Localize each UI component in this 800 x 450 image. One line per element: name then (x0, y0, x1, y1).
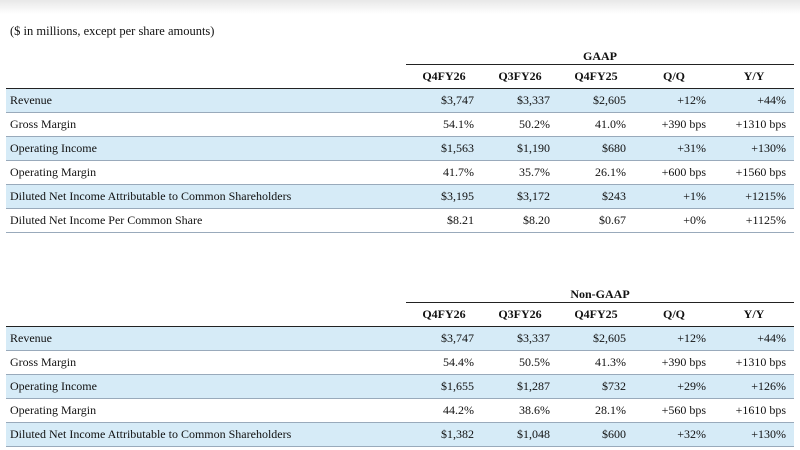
table-cell: $8.20 (482, 208, 558, 233)
table-cell: 38.6% (482, 398, 558, 423)
column-header: Y/Y (714, 64, 795, 89)
gaap-table: GAAP Q4FY26 Q3FY26 Q4FY25 Q/Q Y/Y Revenu… (6, 44, 795, 233)
table-cell: 50.5% (482, 350, 558, 375)
row-label: Gross Margin (6, 112, 406, 137)
table-cell: $8.21 (406, 208, 482, 233)
table-cell: +600 bps (634, 160, 714, 185)
column-header: Q3FY26 (482, 64, 558, 89)
table-cell: $2,605 (558, 88, 634, 113)
table-row: Diluted Net Income Attributable to Commo… (6, 422, 794, 447)
table-cell: $2,605 (558, 326, 634, 351)
table-row: Operating Margin 41.7% 35.7% 26.1% +600 bps +… (6, 160, 795, 185)
table-cell: $0.67 (558, 208, 634, 233)
table-row: Gross Margin 54.1% 50.2% 41.0% +390 bps +1310… (6, 112, 795, 137)
table-cell: +126% (714, 374, 794, 399)
table-cell: +44% (714, 88, 795, 113)
table-cell: +12% (634, 326, 714, 351)
units-note: ($ in millions, except per share amounts… (10, 24, 215, 38)
table-cell: +1215% (714, 184, 795, 209)
row-label: Diluted Net Income Per Common Share (6, 208, 406, 233)
table-cell: $3,195 (406, 184, 482, 209)
table-cell: +390 bps (634, 350, 714, 375)
column-header: Q3FY26 (482, 302, 558, 327)
table-cell: $600 (558, 422, 634, 447)
column-header: Q/Q (634, 302, 714, 327)
table-row: Diluted Net Income Attributable to Commo… (6, 184, 795, 209)
row-label: Revenue (6, 326, 406, 351)
table-row: Diluted Net Income Per Common Share $8.21… (6, 208, 795, 233)
table-cell: +12% (634, 88, 714, 113)
gaap-column-headers: Q4FY26 Q3FY26 Q4FY25 Q/Q Y/Y (6, 64, 795, 89)
table-cell: 35.7% (482, 160, 558, 185)
table-cell: $1,655 (406, 374, 482, 399)
table-cell: +0% (634, 208, 714, 233)
column-header: Q4FY26 (406, 302, 482, 327)
gaap-group-header: GAAP (6, 44, 795, 65)
table-cell: +32% (634, 422, 714, 447)
table-cell: +130% (714, 422, 794, 447)
row-label: Gross Margin (6, 350, 406, 375)
table-cell: +1125% (714, 208, 795, 233)
table-cell: 41.7% (406, 160, 482, 185)
table-cell: $3,337 (482, 88, 558, 113)
table-cell: +44% (714, 326, 794, 351)
table-cell: +1310 bps (714, 350, 794, 375)
table-cell: $3,747 (406, 88, 482, 113)
row-label: Diluted Net Income Attributable to Commo… (6, 422, 406, 447)
table-cell: $1,048 (482, 422, 558, 447)
table-row: Revenue $3,747 $3,337 $2,605 +12% +44% (6, 326, 794, 351)
table-cell: $3,172 (482, 184, 558, 209)
row-label: Operating Income (6, 374, 406, 399)
table-cell: $1,382 (406, 422, 482, 447)
table-cell: $3,747 (406, 326, 482, 351)
row-label: Operating Margin (6, 398, 406, 423)
nongaap-section-title: Non-GAAP (406, 282, 794, 303)
table-cell: 44.2% (406, 398, 482, 423)
gaap-section-title: GAAP (406, 44, 795, 65)
column-header: Y/Y (714, 302, 794, 327)
column-header: Q/Q (634, 64, 714, 89)
row-label: Revenue (6, 88, 406, 113)
row-label: Operating Income (6, 136, 406, 161)
table-cell: 50.2% (482, 112, 558, 137)
nongaap-group-header: Non-GAAP (6, 282, 794, 303)
table-cell: $1,563 (406, 136, 482, 161)
table-cell: $1,190 (482, 136, 558, 161)
table-cell: $732 (558, 374, 634, 399)
nongaap-rows: Revenue $3,747 $3,337 $2,605 +12% +44% Gross M… (6, 326, 794, 447)
column-header: Q4FY26 (406, 64, 482, 89)
table-cell: +31% (634, 136, 714, 161)
table-cell: 41.3% (558, 350, 634, 375)
row-label: Diluted Net Income Attributable to Commo… (6, 184, 406, 209)
table-cell: 54.4% (406, 350, 482, 375)
table-cell: $3,337 (482, 326, 558, 351)
table-row: Revenue $3,747 $3,337 $2,605 +12% +44% (6, 88, 795, 113)
table-cell: +560 bps (634, 398, 714, 423)
nongaap-column-headers: Q4FY26 Q3FY26 Q4FY25 Q/Q Y/Y (6, 302, 794, 327)
column-header: Q4FY25 (558, 302, 634, 327)
table-cell: +130% (714, 136, 795, 161)
row-label: Operating Margin (6, 160, 406, 185)
table-row: Operating Income $1,655 $1,287 $732 +29% +126… (6, 374, 794, 399)
table-cell: 54.1% (406, 112, 482, 137)
column-header: Q4FY25 (558, 64, 634, 89)
gaap-rows: Revenue $3,747 $3,337 $2,605 +12% +44% Gross M… (6, 88, 795, 233)
table-cell: +390 bps (634, 112, 714, 137)
table-cell: 28.1% (558, 398, 634, 423)
table-cell: $680 (558, 136, 634, 161)
table-cell: 26.1% (558, 160, 634, 185)
table-cell: $243 (558, 184, 634, 209)
table-cell: +1610 bps (714, 398, 794, 423)
table-cell: +1% (634, 184, 714, 209)
table-cell: 41.0% (558, 112, 634, 137)
nongaap-table: Non-GAAP Q4FY26 Q3FY26 Q4FY25 Q/Q Y/Y Re… (6, 282, 794, 447)
top-edge (0, 0, 800, 14)
table-row: Gross Margin 54.4% 50.5% 41.3% +390 bps +1310… (6, 350, 794, 375)
table-row: Operating Margin 44.2% 38.6% 28.1% +560 bps +… (6, 398, 794, 423)
table-cell: +29% (634, 374, 714, 399)
table-cell: +1560 bps (714, 160, 795, 185)
table-cell: +1310 bps (714, 112, 795, 137)
table-row: Operating Income $1,563 $1,190 $680 +31% +130… (6, 136, 795, 161)
table-cell: $1,287 (482, 374, 558, 399)
